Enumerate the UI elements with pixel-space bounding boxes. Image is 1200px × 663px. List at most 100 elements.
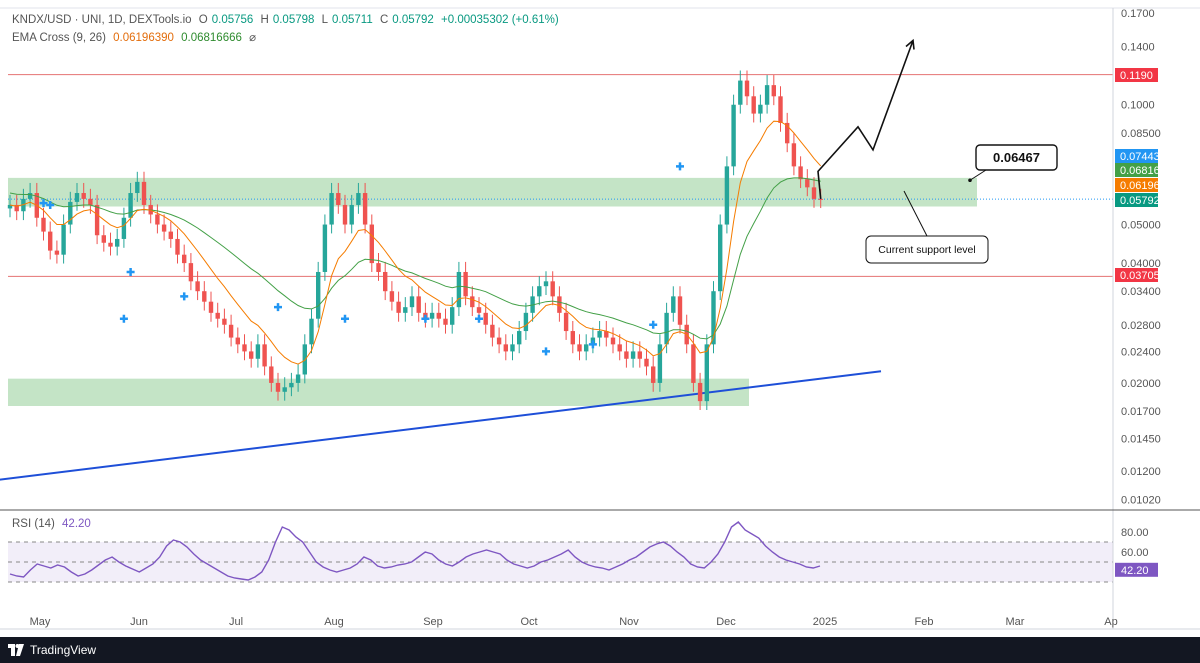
- time-tick-label: Dec: [716, 616, 736, 628]
- change-value: +0.00035302 (+0.61%): [441, 14, 559, 26]
- candle: [289, 382, 294, 388]
- candle: [168, 231, 173, 239]
- candle: [356, 193, 361, 205]
- candle: [228, 324, 234, 338]
- price-tick-label: 0.1400: [1121, 42, 1155, 54]
- candle: [262, 344, 267, 367]
- candle: [316, 271, 321, 319]
- candle: [563, 312, 569, 332]
- candle: [483, 312, 488, 325]
- candle: [691, 344, 696, 383]
- candle: [175, 238, 180, 255]
- candle: [677, 296, 683, 325]
- candle: [81, 193, 86, 199]
- projection-path[interactable]: [817, 40, 914, 199]
- time-tick-label: Nov: [619, 616, 639, 628]
- candle: [731, 104, 736, 167]
- time-tick-label: Ap: [1104, 616, 1117, 628]
- candle: [389, 291, 395, 302]
- candle: [798, 166, 803, 180]
- rsi-tick-label: 60.00: [1121, 547, 1149, 559]
- price-callout-box[interactable]: [975, 144, 1058, 171]
- time-tick-label: Jun: [130, 616, 148, 628]
- candle: [242, 344, 247, 352]
- ascending-trendline[interactable]: [0, 370, 882, 481]
- candle: [811, 187, 817, 199]
- candle: [215, 312, 220, 319]
- candle: [644, 358, 649, 367]
- candle: [108, 242, 113, 247]
- time-tick-label: Mar: [1006, 616, 1025, 628]
- candle: [7, 204, 13, 209]
- candle: [349, 204, 354, 225]
- tradingview-logo-icon: [8, 644, 24, 656]
- rsi-label[interactable]: RSI (14): [12, 518, 55, 530]
- price-badge: [1115, 68, 1158, 82]
- projection-arrowhead: [905, 38, 915, 50]
- rsi-value: 42.20: [62, 518, 91, 530]
- candle: [342, 204, 348, 225]
- price-badge-label: 0.05792: [1120, 195, 1160, 207]
- support-callout-label: Current support level: [878, 244, 975, 256]
- candle: [302, 344, 307, 375]
- candle: [791, 143, 797, 167]
- price-badge: [1115, 193, 1158, 207]
- candle: [610, 337, 616, 345]
- price-tick-label: 0.01200: [1121, 466, 1161, 478]
- price-badge-label: 0.06816666: [1120, 165, 1178, 177]
- price-badge-label: 0.1190: [1120, 70, 1153, 82]
- price-tick-label: 0.1000: [1121, 100, 1155, 112]
- price-badge-label: 0.03705: [1120, 270, 1160, 282]
- rsi-badge: [1115, 562, 1158, 577]
- rsi-line: [9, 521, 821, 581]
- support-callout-box[interactable]: [865, 235, 989, 264]
- candle: [88, 198, 93, 205]
- candle: [27, 193, 33, 199]
- candle: [456, 271, 462, 308]
- candle: [295, 374, 301, 383]
- price-tick-label: 0.08500: [1121, 128, 1161, 140]
- close-value: 0.05792: [392, 14, 434, 26]
- candle: [785, 122, 790, 144]
- candle: [805, 179, 810, 188]
- candle: [155, 214, 160, 225]
- candle: [41, 217, 46, 232]
- price-chart[interactable]: 0.06467 Current support level 80.00 60.00 4…: [0, 0, 1200, 637]
- candle: [637, 351, 642, 359]
- hide-icon[interactable]: ⌀: [249, 32, 257, 44]
- candle: [724, 166, 730, 225]
- time-tick-label: Jul: [229, 616, 243, 628]
- symbol-legend: KNDX/USD · UNI, 1D, DEXTools.io O 0.05756…: [12, 14, 559, 26]
- symbol-title[interactable]: KNDX/USD · UNI, 1D, DEXTools.io: [12, 14, 192, 26]
- candle: [550, 281, 555, 297]
- candle: [135, 181, 140, 194]
- support-callout-pointer: [903, 190, 929, 239]
- candle: [537, 286, 542, 297]
- ema-label[interactable]: EMA Cross (9, 26): [12, 32, 106, 44]
- candle: [617, 344, 622, 352]
- tradingview-brand[interactable]: TradingView: [30, 643, 97, 657]
- price-tick-label: 0.05000: [1121, 220, 1161, 232]
- price-tick-label: 0.01450: [1121, 434, 1161, 446]
- candle: [403, 307, 408, 313]
- ema-cross-marker: [126, 267, 135, 276]
- candle: [510, 344, 515, 352]
- lower-support-zone: [8, 378, 749, 407]
- price-badge: [1115, 268, 1158, 282]
- candle: [235, 337, 240, 345]
- candle: [141, 181, 147, 205]
- candle: [336, 193, 341, 205]
- candle: [115, 238, 120, 247]
- rsi-badge-label: 42.20: [1121, 565, 1149, 577]
- candle: [255, 344, 261, 359]
- candle: [697, 382, 703, 402]
- candle: [396, 301, 401, 313]
- candle: [751, 96, 756, 114]
- candle: [778, 96, 783, 123]
- candle: [74, 193, 80, 202]
- low-value: 0.05711: [332, 14, 373, 26]
- price-tick-label: 0.1700: [1121, 8, 1155, 20]
- candle: [543, 281, 549, 287]
- ema-legend: EMA Cross (9, 26) 0.06196390 0.06816666 …: [12, 30, 260, 44]
